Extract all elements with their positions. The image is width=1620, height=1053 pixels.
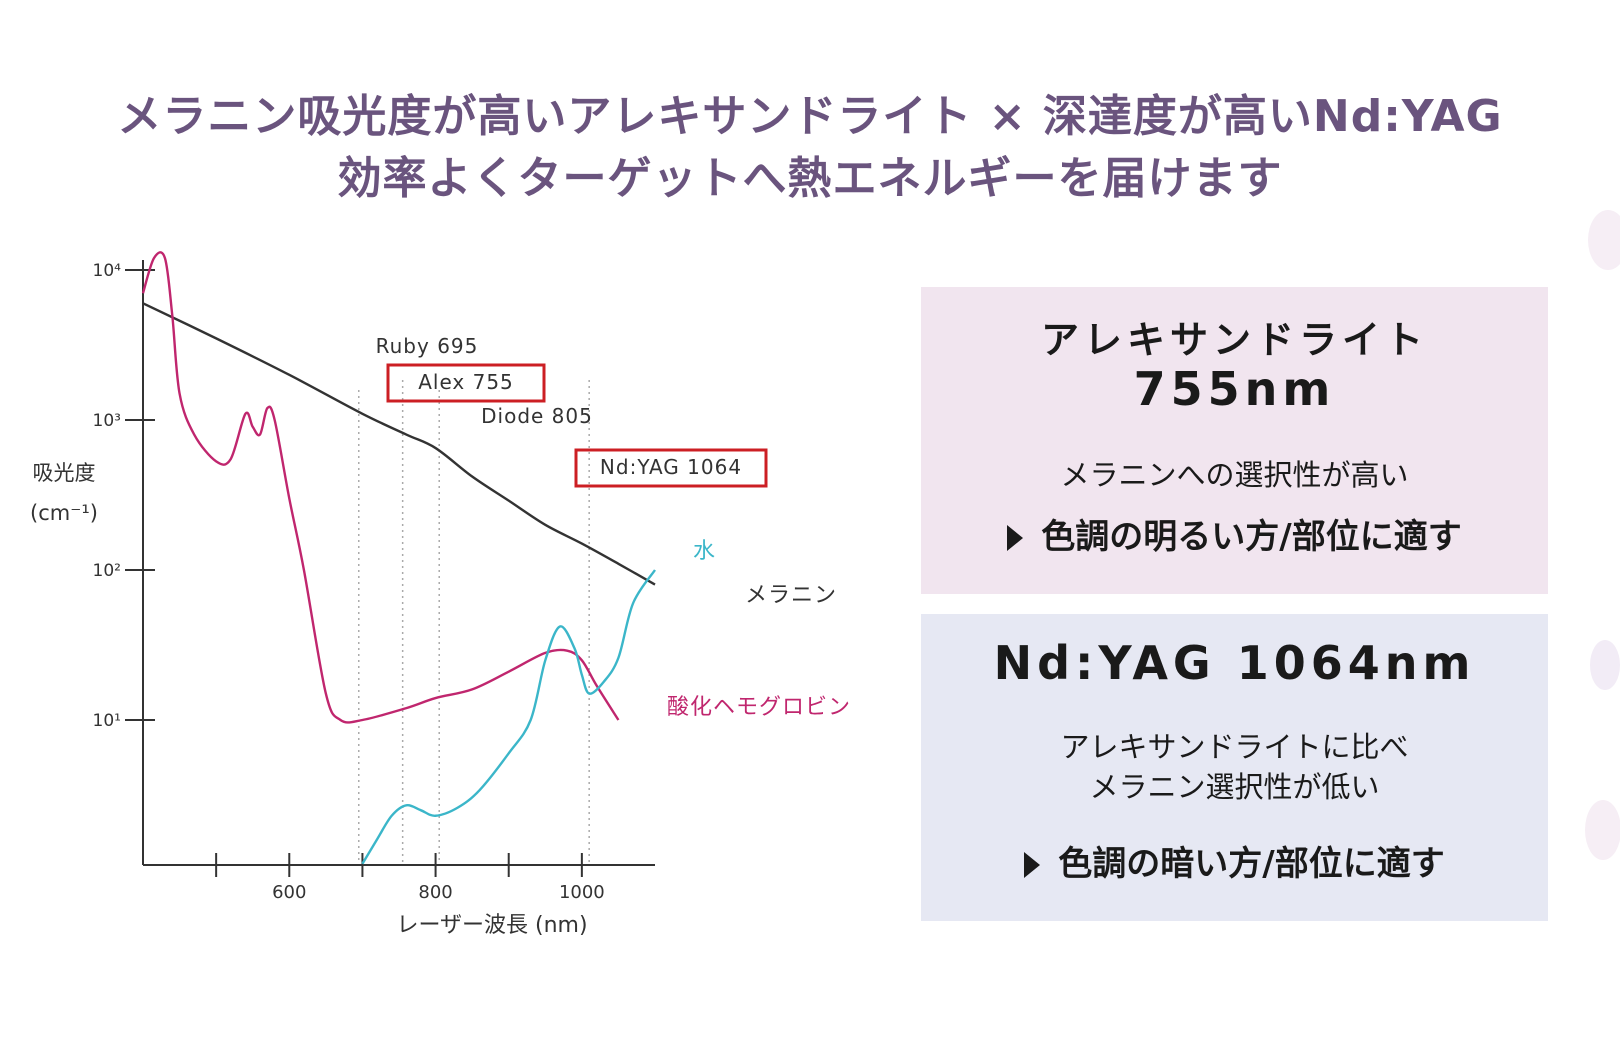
alexandrite-wavelength: 755nm — [1133, 362, 1336, 416]
wavelength-marker-label: Diode 805 — [481, 404, 593, 428]
play-triangle-icon — [1024, 852, 1041, 878]
x-tick-label: 600 — [272, 882, 306, 903]
ndyag-suitability: 色調の暗い方/部位に適す — [1058, 844, 1445, 884]
ndyag-suitability-row: 色調の暗い方/部位に適す — [921, 836, 1548, 885]
series-line-水 — [361, 569, 657, 865]
decorative-mark — [1590, 640, 1620, 690]
series-line-メラニン — [142, 302, 656, 586]
x-tick-label: 800 — [418, 882, 452, 903]
headline-line-1: メラニン吸光度が高いアレキサンドライト × 深達度が高いNd:YAG — [117, 91, 1503, 142]
chart-axes: 10⁴ 10³ 10² 10¹ 600 800 1000 吸光度 (cm⁻¹) レーザー波長 (n… — [30, 260, 655, 938]
series-label: 水 — [693, 539, 716, 564]
alexandrite-panel: アレキサンドライト 755nm メラニンへの選択性が高い 色調の明るい方/部位に… — [921, 287, 1548, 594]
series-label: メラニン — [745, 583, 837, 608]
y-axis-label: 吸光度 — [33, 461, 96, 485]
chart-labels: Ruby 695 Alex 755 Diode 805 Nd:YAG 1064 メラニン… — [376, 334, 851, 720]
x-tick-label: 1000 — [559, 882, 605, 903]
play-triangle-icon — [1007, 525, 1024, 551]
alexandrite-suitability-row: 色調の明るい方/部位に適す — [921, 509, 1548, 558]
y-axis-unit: (cm⁻¹) — [30, 501, 98, 525]
wavelength-marker-label: Alex 755 — [418, 370, 514, 394]
headline-line-2: 効率よくターゲットへ熱エネルギーを届けます — [337, 153, 1283, 204]
ndyag-panel: Nd:YAG 1064nm アレキサンドライトに比べ メラニン選択性が低い 色調… — [921, 614, 1548, 921]
chart-guides — [358, 380, 590, 865]
y-tick-label: 10⁴ — [93, 261, 122, 281]
x-axis-label: レーザー波長 (nm) — [396, 913, 587, 938]
y-tick-label: 10¹ — [93, 711, 121, 731]
wavelength-marker-label: Nd:YAG 1064 — [600, 455, 742, 479]
alexandrite-description: メラニンへの選択性が高い — [1060, 458, 1409, 492]
highlight-box — [386, 363, 546, 403]
chart-series — [141, 251, 657, 865]
highlight-box — [574, 448, 768, 488]
ndyag-title: Nd:YAG 1064nm — [993, 636, 1476, 690]
y-tick-label: 10³ — [93, 411, 121, 431]
wavelength-marker-label: Ruby 695 — [376, 334, 479, 358]
series-line-酸化ヘモグロビン — [141, 251, 620, 724]
alexandrite-suitability: 色調の明るい方/部位に適す — [1041, 517, 1462, 557]
ndyag-description-line-1: アレキサンドライトに比べ — [1060, 730, 1409, 764]
series-label: 酸化ヘモグロビン — [667, 695, 851, 720]
decorative-mark — [1585, 800, 1620, 860]
y-tick-label: 10² — [93, 561, 121, 581]
ndyag-description-line-2: メラニン選択性が低い — [1089, 770, 1380, 804]
decorative-mark — [1588, 210, 1620, 270]
alexandrite-title: アレキサンドライト — [1040, 318, 1428, 362]
absorption-chart: 10⁴ 10³ 10² 10¹ 600 800 1000 吸光度 (cm⁻¹) レーザー波長 (n… — [30, 251, 851, 938]
